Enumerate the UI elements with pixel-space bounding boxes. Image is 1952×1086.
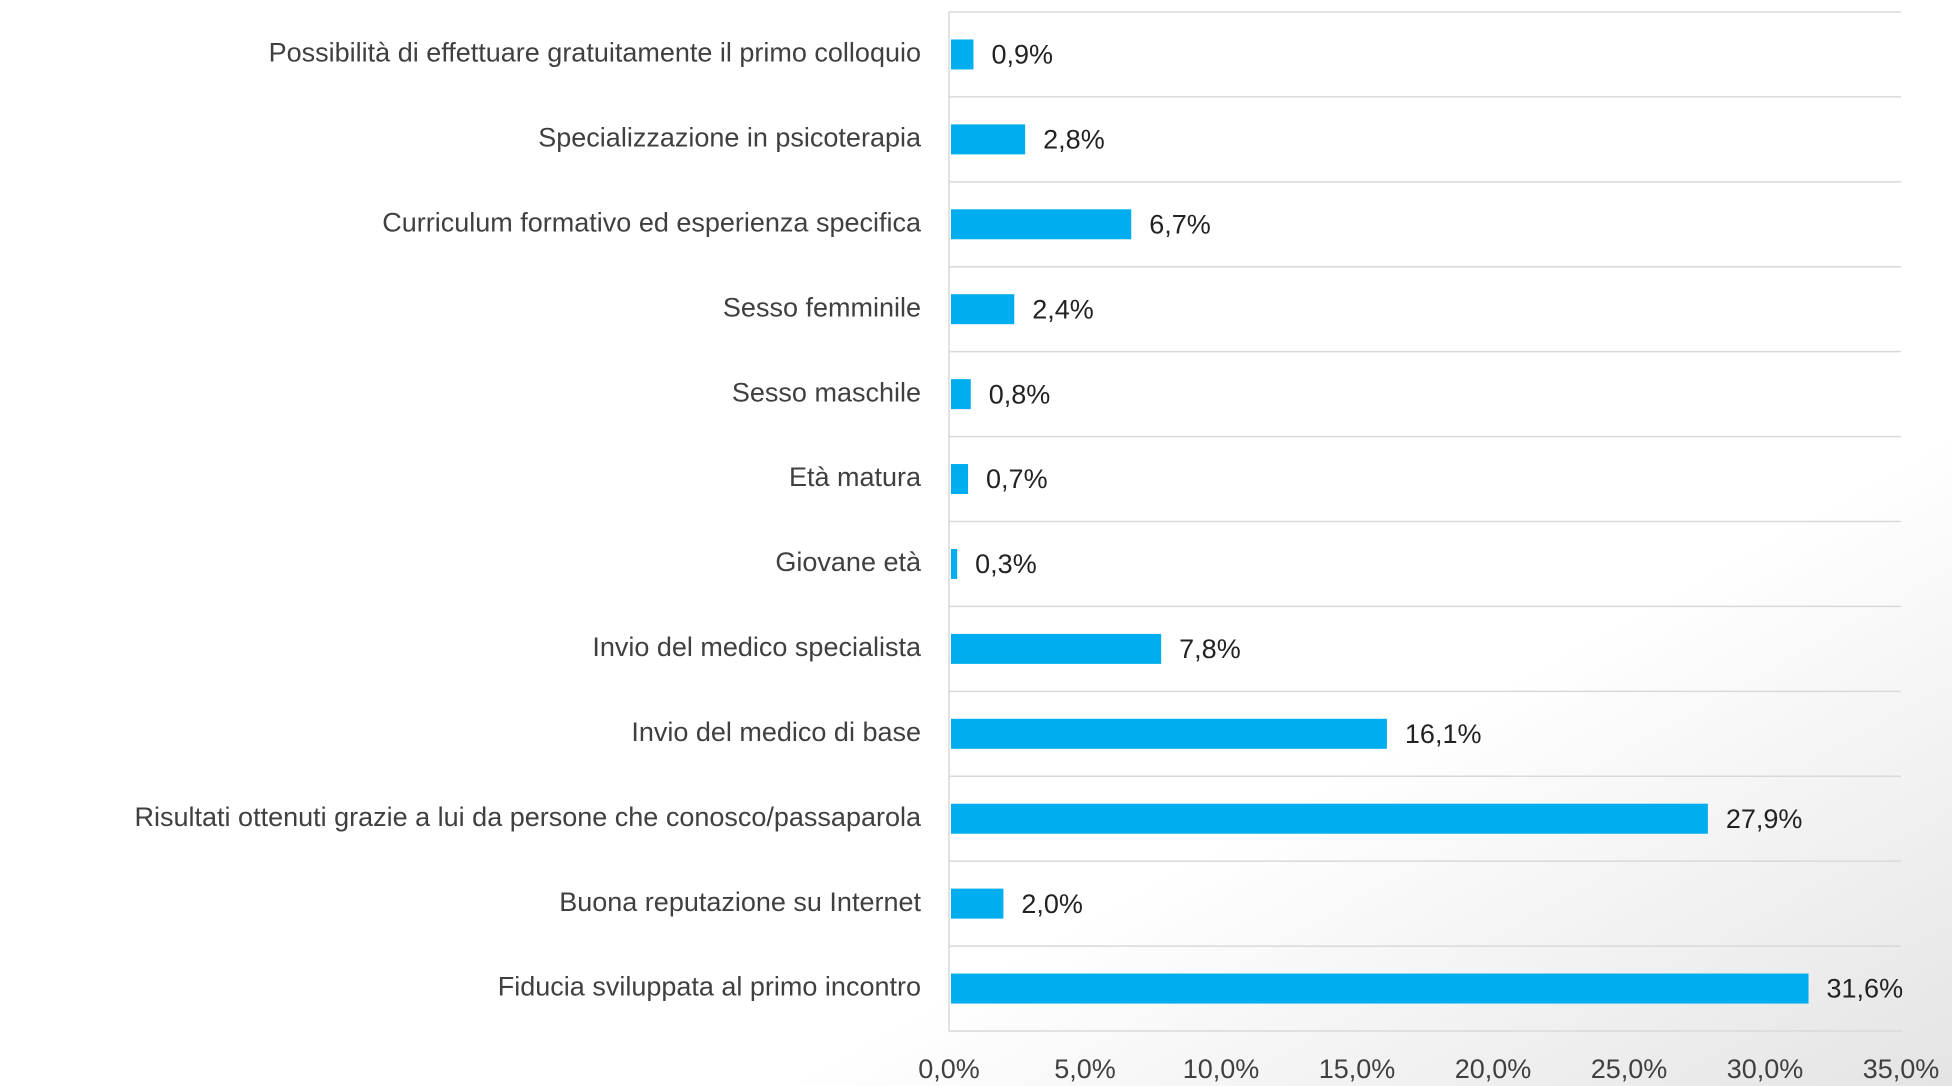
- category-label: Invio del medico specialista: [592, 632, 922, 662]
- bar: [951, 39, 974, 70]
- category-label: Sesso maschile: [732, 377, 921, 407]
- value-label: 0,3%: [975, 549, 1037, 579]
- bar: [951, 294, 1015, 325]
- x-tick-label: 25,0%: [1591, 1054, 1668, 1084]
- bar: [951, 464, 969, 495]
- category-label: Buona reputazione su Internet: [559, 887, 921, 917]
- category-label: Specializzazione in psicoterapia: [538, 123, 922, 153]
- value-label: 27,9%: [1726, 804, 1803, 834]
- value-label: 2,0%: [1021, 889, 1083, 919]
- category-label: Giovane età: [775, 547, 922, 577]
- bar: [951, 888, 1004, 919]
- x-tick-label: 35,0%: [1863, 1054, 1940, 1084]
- bar: [951, 633, 1162, 664]
- x-tick-label: 5,0%: [1054, 1054, 1116, 1084]
- value-label: 0,7%: [986, 464, 1048, 494]
- bar: [951, 718, 1387, 749]
- value-label: 0,9%: [991, 40, 1053, 70]
- bar: [951, 973, 1809, 1004]
- category-label: Risultati ottenuti grazie a lui da perso…: [135, 802, 922, 832]
- category-label: Età matura: [789, 462, 922, 492]
- category-label: Sesso femminile: [723, 292, 921, 322]
- bar: [951, 209, 1132, 240]
- x-tick-label: 30,0%: [1727, 1054, 1804, 1084]
- bar: [951, 124, 1026, 155]
- bar: [951, 379, 971, 410]
- value-label: 0,8%: [989, 379, 1051, 409]
- value-label: 7,8%: [1179, 634, 1241, 664]
- bar: [951, 548, 958, 579]
- value-label: 2,4%: [1032, 294, 1094, 324]
- value-label: 2,8%: [1043, 125, 1105, 155]
- category-label: Fiducia sviluppata al primo incontro: [498, 972, 921, 1002]
- category-label: Invio del medico di base: [631, 717, 921, 747]
- category-label: Possibilità di effettuare gratuitamente …: [269, 38, 921, 68]
- x-tick-label: 15,0%: [1319, 1054, 1396, 1084]
- bar: [951, 803, 1708, 834]
- value-label: 6,7%: [1149, 209, 1211, 239]
- x-tick-label: 10,0%: [1183, 1054, 1260, 1084]
- value-label: 31,6%: [1827, 974, 1904, 1004]
- x-tick-label: 0,0%: [918, 1054, 980, 1084]
- x-tick-label: 20,0%: [1455, 1054, 1532, 1084]
- value-label: 16,1%: [1405, 719, 1482, 749]
- category-label: Curriculum formativo ed esperienza speci…: [382, 207, 922, 237]
